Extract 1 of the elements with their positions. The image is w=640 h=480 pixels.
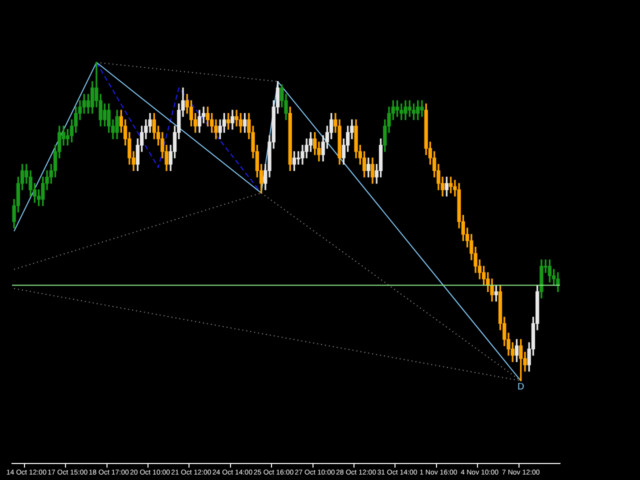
annotation: D [517, 382, 524, 393]
